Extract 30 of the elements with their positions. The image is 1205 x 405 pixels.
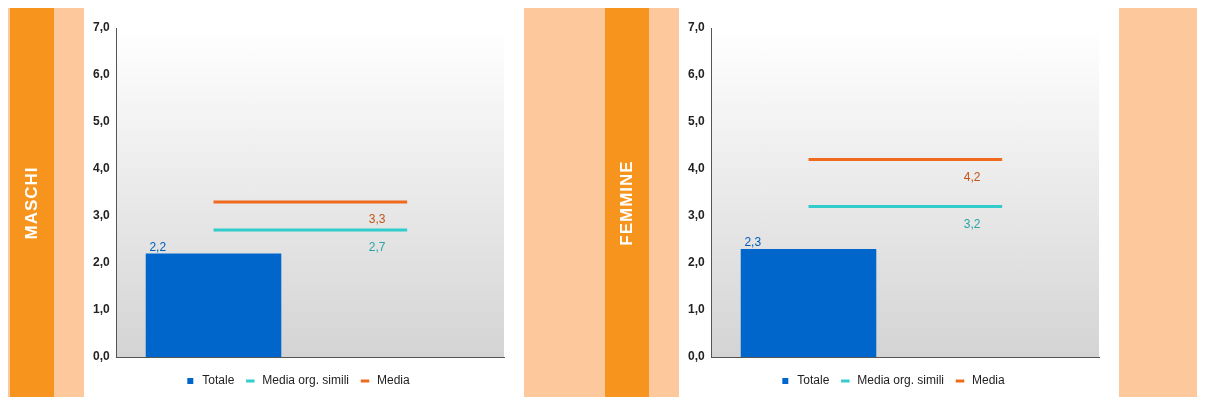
- y-tick-label: 7,0: [92, 20, 110, 35]
- data-label: 3,2: [963, 216, 981, 231]
- y-tick-label: 4,0: [92, 161, 110, 176]
- y-tick-label: 1,0: [92, 302, 110, 317]
- y-tick-label: 6,0: [687, 67, 705, 82]
- legend-label: Media org. simili: [857, 373, 945, 388]
- y-tick-label: 7,0: [687, 20, 705, 35]
- data-label: 2,2: [149, 239, 167, 254]
- legend-label: Media: [377, 373, 411, 388]
- y-tick-label: 3,0: [92, 208, 110, 223]
- data-label: 2,7: [368, 240, 386, 255]
- y-tick-label: 0,0: [92, 349, 110, 364]
- text: MASCHI: [22, 165, 42, 240]
- data-label: 2,3: [744, 235, 762, 250]
- y-tick-label: 2,0: [92, 255, 110, 270]
- legend-label: Totale: [797, 373, 830, 388]
- legend-label: Totale: [202, 373, 235, 388]
- legend-label: Media org. simili: [262, 373, 350, 388]
- text: FEMMINE: [617, 159, 637, 246]
- y-tick-label: 6,0: [92, 67, 110, 82]
- legend-label: Media: [972, 373, 1006, 388]
- y-tick-label: 5,0: [92, 114, 110, 129]
- data-label: 4,2: [963, 169, 981, 184]
- y-tick-label: 1,0: [687, 302, 705, 317]
- y-tick-label: 0,0: [687, 349, 705, 364]
- y-tick-label: 4,0: [687, 161, 705, 176]
- y-tick-label: 3,0: [687, 208, 705, 223]
- y-tick-label: 5,0: [687, 114, 705, 129]
- data-label: 3,3: [368, 212, 386, 227]
- y-tick-label: 2,0: [687, 255, 705, 270]
